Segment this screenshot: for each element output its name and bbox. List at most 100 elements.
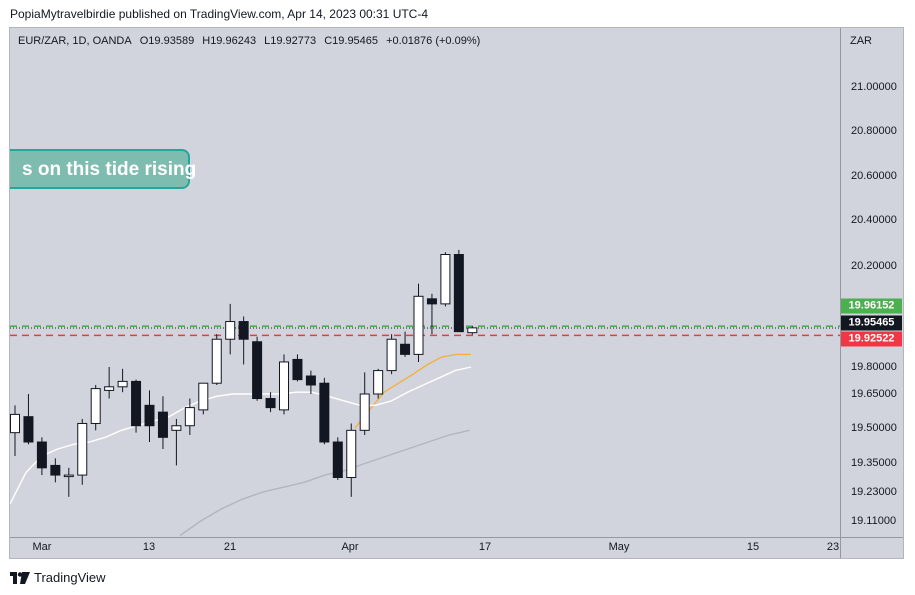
candle	[440, 252, 451, 307]
candle-body	[265, 398, 276, 409]
legend-symbol: EUR/ZAR, 1D, OANDA	[18, 35, 132, 47]
plot-area[interactable]	[10, 28, 840, 537]
candle-body	[400, 343, 411, 355]
axis-corner	[840, 537, 903, 558]
candle	[198, 382, 209, 415]
candle	[90, 385, 101, 431]
candle	[386, 334, 397, 375]
price-tag: 19.96152	[841, 298, 902, 314]
candle	[157, 396, 168, 449]
candle-body	[252, 341, 263, 400]
candle	[131, 379, 142, 433]
candle	[305, 370, 316, 394]
candle-body	[90, 388, 101, 424]
candle	[453, 249, 464, 333]
tradingview-brand: TradingView	[34, 570, 106, 585]
candle-body	[104, 386, 115, 391]
candle-body	[359, 393, 370, 431]
candle-body	[319, 382, 330, 443]
candle-body	[117, 380, 128, 388]
price-axis[interactable]	[840, 28, 903, 537]
candle-body	[346, 429, 357, 479]
candle-body	[198, 382, 209, 411]
time-tick-label: Mar	[32, 541, 52, 553]
legend-high: H19.96243	[202, 35, 257, 47]
candle-body	[36, 441, 47, 469]
moving-average-line	[179, 429, 470, 537]
moving-average-line	[354, 353, 471, 429]
candle	[238, 316, 249, 365]
candle-body	[292, 358, 303, 381]
candle-body	[238, 321, 249, 340]
candle	[413, 283, 424, 362]
callout-label[interactable]: s on this tide rising	[10, 149, 196, 189]
time-tick-label: May	[608, 541, 630, 553]
time-tick-label: 23	[826, 541, 840, 553]
candle-body	[10, 413, 20, 434]
legend-close: C19.95465	[324, 35, 379, 47]
candle	[426, 293, 437, 335]
candle-body	[373, 370, 384, 395]
legend-open: O19.93589	[139, 35, 195, 47]
candle	[265, 392, 276, 413]
tradingview-logo[interactable]: TradingView	[10, 570, 106, 585]
candle	[252, 336, 263, 401]
candle-body	[305, 375, 316, 386]
candle-body	[171, 425, 182, 431]
candle-body	[23, 416, 34, 443]
price-tick-label: 20.80000	[851, 125, 897, 137]
price-tick-label: 19.50000	[851, 422, 897, 434]
time-axis[interactable]	[10, 537, 840, 558]
publisher-line: PopiaMytravelbirdie published on Trading…	[10, 7, 429, 21]
price-tick-label: 20.60000	[851, 170, 897, 182]
price-tick-label: 20.20000	[851, 260, 897, 272]
time-tick-label: 13	[142, 541, 156, 553]
candle	[50, 458, 61, 483]
candle	[279, 354, 289, 415]
price-tick-label: 21.00000	[851, 81, 897, 93]
candle	[77, 418, 88, 485]
candle	[211, 334, 222, 385]
candle-body	[440, 254, 451, 305]
symbol-legend: EUR/ZAR, 1D, OANDA O19.93589 H19.96243 L…	[18, 35, 485, 47]
candle	[225, 303, 236, 355]
time-tick-label: 21	[223, 541, 237, 553]
candle-body	[453, 254, 464, 333]
candle	[184, 398, 195, 435]
candle-body	[225, 321, 236, 340]
candle-body	[63, 474, 74, 478]
time-tick-label: Apr	[341, 541, 359, 553]
candle	[332, 437, 343, 480]
price-tick-label: 19.11000	[851, 515, 897, 527]
candle	[36, 437, 47, 476]
candle-body	[386, 338, 397, 372]
candle	[63, 467, 74, 497]
price-tick-label: 20.40000	[851, 214, 897, 226]
candle	[359, 372, 370, 435]
candle	[104, 367, 115, 399]
candle-body	[211, 338, 222, 384]
candle-body	[279, 361, 289, 411]
candle-body	[332, 441, 343, 478]
candle	[144, 390, 155, 442]
candle	[117, 368, 128, 393]
candle-body	[50, 464, 61, 476]
tradingview-logo-icon	[10, 571, 30, 584]
candle	[292, 354, 303, 382]
legend-low: L19.92773	[264, 35, 317, 47]
candle	[373, 368, 384, 399]
price-tag: 19.92522	[841, 331, 902, 347]
price-tick-label: 19.23000	[851, 486, 897, 498]
candle-body	[413, 295, 424, 355]
time-tick-label: 15	[746, 541, 760, 553]
candle	[400, 331, 411, 357]
axis-currency: ZAR	[850, 35, 872, 47]
price-tick-label: 19.80000	[851, 361, 897, 373]
candle-body	[157, 411, 168, 438]
candle	[467, 326, 478, 335]
candle	[10, 405, 20, 456]
price-tag: 19.95465	[841, 315, 902, 331]
candle-body	[77, 422, 88, 476]
candle-body	[467, 327, 478, 334]
